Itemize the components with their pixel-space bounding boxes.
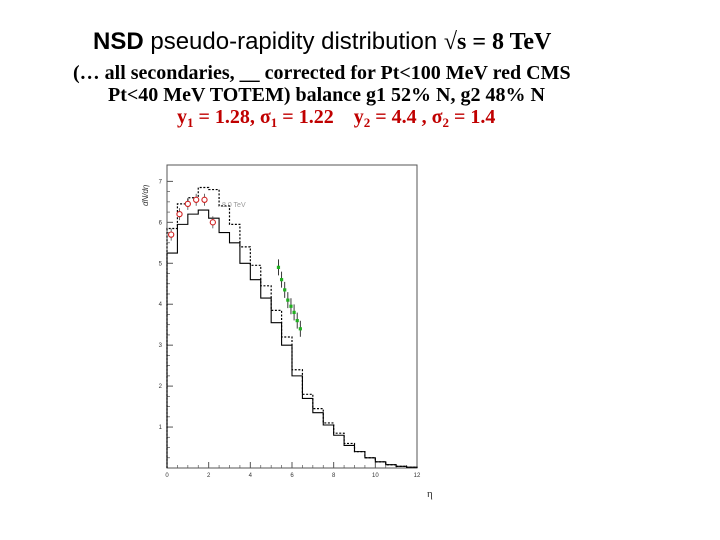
y1-value: = 1.28, <box>193 106 260 128</box>
solid-histogram <box>166 209 418 468</box>
subtitle-line-3: y1 = 1.28, σ1 = 1.22 y2 = 4.4 , σ2 = 1.4 <box>177 106 495 134</box>
y1-sub: 1 <box>187 115 194 130</box>
chart-title: NSD pseudo-rapidity distribution √s = 8 … <box>93 28 551 56</box>
totem-point <box>286 298 290 302</box>
title-main: pseudo-rapidity distribution <box>150 28 438 55</box>
s1-sub: 1 <box>270 115 278 130</box>
title-energy: s = 8 TeV <box>457 29 552 55</box>
x-tick-label: 8 <box>332 473 336 479</box>
cms-point <box>184 200 191 208</box>
subtitle-line-2: Pt<40 MeV TOTEM) balance g1 52% N, g2 48… <box>108 84 545 106</box>
totem-point <box>276 265 281 269</box>
s2-symbol: σ <box>431 106 443 128</box>
y-tick-label: 5 <box>159 261 163 267</box>
cms-point <box>209 219 216 226</box>
x-tick-label: 10 <box>372 473 379 479</box>
title-nsd: NSD <box>93 28 144 55</box>
totem-point <box>295 318 299 323</box>
y2-symbol: y <box>353 106 364 128</box>
y-tick-label: 2 <box>159 384 163 390</box>
s1-symbol: σ <box>259 106 271 128</box>
y-axis-label: dN/dη <box>141 184 150 206</box>
dotted-histogram <box>166 186 418 468</box>
y-tick-label: 3 <box>159 343 163 349</box>
subtitle-line-1: (… all secondaries, __ corrected for Pt<… <box>73 62 571 84</box>
y-tick-label: 7 <box>159 179 163 185</box>
totem-point <box>292 310 296 315</box>
x-tick-label: 6 <box>290 473 294 479</box>
cms-point <box>176 210 183 218</box>
cms-point <box>168 231 175 238</box>
s2-value: = 1.4 <box>449 106 496 128</box>
s1-value: = 1.22 <box>277 106 334 128</box>
y2-value: = 4.4 , <box>370 106 432 128</box>
x-tick-label: 12 <box>414 473 421 479</box>
cms-point <box>193 196 200 203</box>
energy-annotation: 8.0 TeV <box>222 202 246 209</box>
title-sqrt: √ <box>443 29 458 55</box>
y-tick-label: 4 <box>159 302 163 308</box>
cms-point <box>201 196 208 203</box>
x-tick-label: 2 <box>207 473 211 479</box>
totem-point <box>283 288 287 292</box>
totem-point <box>279 278 284 282</box>
y2-sub: 2 <box>363 115 371 130</box>
y-tick-label: 1 <box>159 425 163 431</box>
totem-point <box>289 304 293 308</box>
s2-sub: 2 <box>442 115 450 130</box>
x-tick-label: 0 <box>165 473 169 479</box>
y1-symbol: y <box>177 106 187 128</box>
totem-point <box>298 327 302 331</box>
x-tick-label: 4 <box>249 473 253 479</box>
x-axis-label: η <box>427 488 433 500</box>
y-tick-label: 6 <box>159 220 163 226</box>
